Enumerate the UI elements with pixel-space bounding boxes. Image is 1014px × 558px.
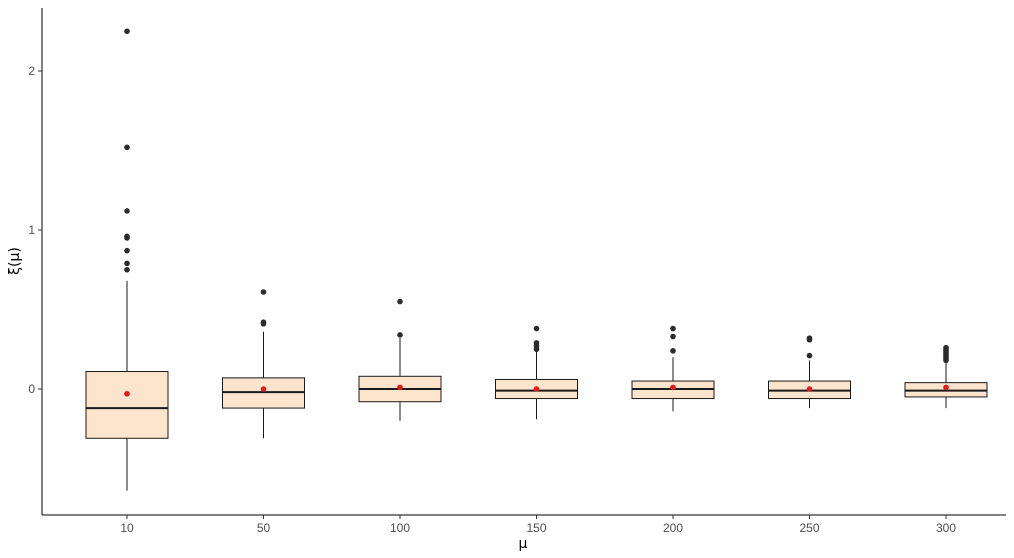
y-axis-title: ξ(μ) <box>7 247 23 275</box>
box-group-50 <box>222 289 305 439</box>
outlier-point <box>124 233 130 240</box>
box-group-200 <box>631 325 715 412</box>
y-axis-ticks: 0 1 2 <box>28 64 42 396</box>
outlier-point <box>124 144 130 151</box>
box-group-10 <box>85 28 169 491</box>
outlier-point <box>670 325 676 332</box>
mean-point <box>124 390 130 397</box>
outlier-point <box>533 340 540 346</box>
outlier-point <box>533 325 540 332</box>
x-tick-label: 150 <box>526 521 546 535</box>
x-tick-label: 100 <box>390 521 410 535</box>
outlier-point <box>124 266 130 273</box>
mean-point <box>260 386 267 392</box>
y-tick-label: 1 <box>28 223 35 237</box>
x-tick-label: 200 <box>663 521 683 535</box>
y-tick-label: 2 <box>28 64 35 78</box>
box-group-150 <box>495 325 578 420</box>
mean-point <box>397 384 403 391</box>
mean-point <box>806 386 813 392</box>
plot-marks <box>85 28 988 491</box>
outlier-point <box>943 344 949 351</box>
outlier-point <box>397 332 403 338</box>
mean-point <box>533 386 540 392</box>
box-group-250 <box>768 335 851 409</box>
x-tick-label: 300 <box>936 521 956 535</box>
outlier-point <box>124 208 130 214</box>
outlier-point <box>806 352 813 359</box>
outlier-point <box>124 28 130 35</box>
outlier-point <box>260 289 267 295</box>
x-tick-label: 250 <box>799 521 819 535</box>
x-axis-title: μ <box>519 536 528 552</box>
mean-point <box>670 384 676 391</box>
outlier-point <box>806 335 813 341</box>
mean-point <box>943 384 949 391</box>
x-tick-label: 10 <box>120 521 134 535</box>
outlier-point <box>670 333 676 340</box>
box <box>85 371 169 439</box>
outlier-point <box>260 319 267 326</box>
box-group-100 <box>358 298 442 421</box>
y-tick-label: 0 <box>28 382 35 396</box>
x-tick-label: 50 <box>257 521 271 535</box>
outlier-point <box>124 247 130 254</box>
box-group-300 <box>904 344 988 409</box>
outlier-point <box>124 260 130 267</box>
outlier-point <box>670 348 676 354</box>
x-axis-ticks: 10 50 100 150 200 250 300 <box>120 515 956 535</box>
outlier-point <box>397 298 403 305</box>
